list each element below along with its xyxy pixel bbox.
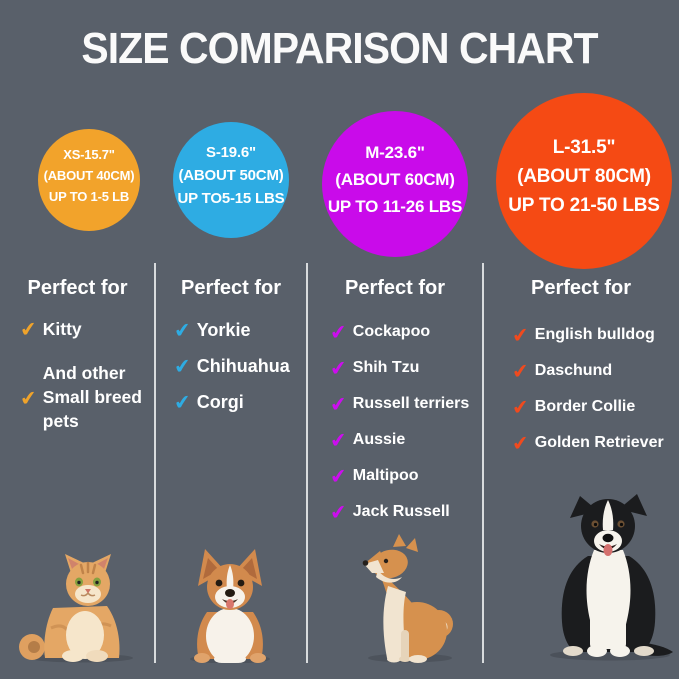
size-cm: (ABOUT 80CM): [517, 165, 651, 187]
cat-image: [19, 554, 133, 663]
check-icon: ✔: [18, 384, 38, 411]
check-icon: ✔: [510, 358, 530, 384]
check-icon: ✔: [172, 353, 192, 379]
border-collie-image: [550, 494, 673, 661]
breed-label: English bulldog: [534, 326, 655, 343]
list-item: ✔ Golden Retriever: [510, 430, 664, 456]
check-icon: ✔: [510, 322, 530, 348]
breed-list-l: ✔ English bulldog ✔ Daschund ✔ Border Colli…: [510, 322, 664, 467]
size-badge-l: L-31.5" (ABOUT 80CM) UP TO 21-50 LBS: [496, 93, 672, 269]
column-l: L-31.5" (ABOUT 80CM) UP TO 21-50 LBS Per…: [483, 0, 679, 679]
check-icon: ✔: [328, 463, 348, 489]
check-icon: ✔: [172, 317, 192, 343]
list-item: ✔ Russell terriers: [328, 391, 470, 417]
size-cm: (ABOUT 50CM): [178, 166, 284, 184]
list-item: ✔ Corgi: [172, 389, 290, 415]
breed-label: Cockapoo: [352, 323, 431, 340]
breed-label: Jack Russell: [352, 503, 450, 520]
size-badge-xs: XS-15.7" (ABOUT 40CM) UP TO 1-5 LB: [38, 129, 140, 231]
list-item: ✔ Yorkie: [172, 317, 290, 343]
list-item: ✔ Jack Russell: [328, 499, 469, 525]
size-badge-m: M-23.6" (ABOUT 60CM) UP TO 11-26 LBS: [322, 111, 468, 257]
check-icon: ✔: [328, 355, 348, 381]
breed-label: Yorkie: [196, 320, 251, 340]
perfect-for-heading: Perfect for: [530, 277, 632, 299]
size-cm: (ABOUT 40CM): [43, 167, 135, 183]
breed-label: Russell terriers: [352, 395, 470, 412]
breed-label: Maltipoo: [352, 467, 419, 484]
check-icon: ✔: [328, 391, 348, 417]
size-label: M-23.6": [365, 142, 425, 162]
check-icon: ✔: [172, 389, 192, 415]
check-icon: ✔: [18, 316, 38, 342]
column-divider: [482, 263, 484, 663]
list-item: ✔ Chihuahua: [172, 353, 290, 379]
size-label: L-31.5": [552, 136, 616, 158]
breed-list-s: ✔ Yorkie ✔ Chihuahua ✔ Corgi: [172, 317, 290, 426]
breed-label: Daschund: [534, 362, 613, 379]
page-title: SIZE COMPARISON CHART: [81, 24, 598, 73]
breed-label: Border Collie: [534, 398, 636, 415]
list-item: ✔ Daschund: [510, 358, 664, 384]
list-item: ✔ Cockapoo: [328, 319, 469, 345]
breed-label: And other Small breed pets: [42, 363, 142, 431]
list-item: ✔ Border Collie: [510, 394, 664, 420]
column-divider: [306, 263, 308, 663]
size-weight: UP TO5-15 LBS: [177, 189, 285, 207]
perfect-for-heading: Perfect for: [344, 277, 446, 299]
check-icon: ✔: [328, 319, 348, 345]
size-weight: UP TO 21-50 LBS: [508, 194, 660, 216]
breed-label: Shih Tzu: [352, 359, 420, 376]
check-icon: ✔: [328, 427, 348, 453]
list-item: ✔ Aussie: [328, 427, 469, 453]
list-item: ✔ Maltipoo: [328, 463, 469, 489]
breed-label: Aussie: [352, 431, 406, 448]
breed-label: Corgi: [196, 392, 244, 412]
check-icon: ✔: [510, 430, 530, 456]
perfect-for-heading: Perfect for: [180, 277, 282, 299]
perfect-for-heading: Perfect for: [27, 277, 128, 299]
list-item: ✔ And other Small breed pets: [18, 361, 142, 433]
list-item: ✔ English bulldog: [510, 322, 664, 348]
column-s: S-19.6" (ABOUT 50CM) UP TO5-15 LBS Perfe…: [155, 0, 307, 679]
column-xs: XS-15.7" (ABOUT 40CM) UP TO 1-5 LB Perfe…: [0, 0, 155, 679]
breed-label: Kitty: [42, 319, 82, 339]
size-label: XS-15.7": [63, 146, 115, 162]
breed-list-m: ✔ Cockapoo ✔ Shih Tzu ✔ Russell terriers ✔ A…: [328, 319, 470, 536]
list-item: ✔ Kitty: [18, 316, 142, 342]
size-badge-s: S-19.6" (ABOUT 50CM) UP TO5-15 LBS: [173, 122, 289, 238]
breed-label: Chihuahua: [196, 356, 290, 376]
size-label: S-19.6": [206, 143, 256, 161]
breed-label: Golden Retriever: [534, 434, 664, 451]
shiba-inu-image: [362, 534, 453, 663]
column-divider: [154, 263, 156, 663]
list-item: ✔ Shih Tzu: [328, 355, 469, 381]
breed-list-xs: ✔ Kitty ✔ And other Small breed pets: [18, 316, 142, 446]
size-cm: (ABOUT 60CM): [335, 169, 455, 189]
size-weight: UP TO 1-5 LB: [48, 188, 130, 204]
check-icon: ✔: [328, 499, 348, 525]
corgi-image: [190, 549, 270, 663]
size-weight: UP TO 11-26 LBS: [327, 196, 463, 216]
check-icon: ✔: [510, 394, 530, 420]
column-m: M-23.6" (ABOUT 60CM) UP TO 11-26 LBS Per…: [307, 0, 483, 679]
